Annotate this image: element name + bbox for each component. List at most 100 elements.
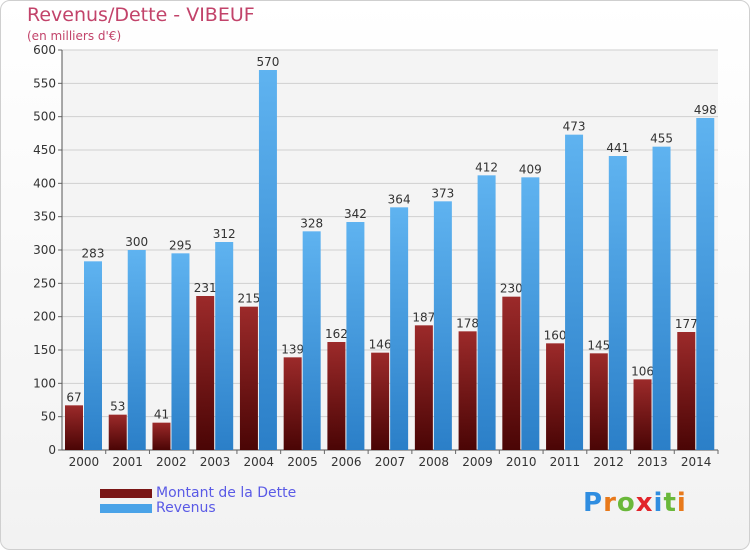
bar-debt: [283, 357, 302, 450]
data-label-debt: 139: [281, 342, 304, 356]
data-label-revenue: 498: [694, 103, 717, 117]
y-tick-label: 350: [33, 210, 56, 224]
data-label-debt: 145: [587, 338, 610, 352]
data-label-revenue: 328: [300, 216, 323, 230]
data-label-debt: 41: [154, 408, 169, 422]
bar-debt: [677, 332, 696, 450]
data-label-debt: 67: [66, 390, 81, 404]
x-tick-label: 2007: [375, 455, 406, 469]
x-tick-label: 2000: [69, 455, 100, 469]
bar-debt: [458, 331, 477, 450]
logo-letter: x: [635, 488, 654, 518]
legend-label-debt: Montant de la Dette: [156, 485, 297, 501]
data-label-revenue: 373: [431, 186, 454, 200]
data-label-debt: 178: [456, 316, 479, 330]
bar-revenue: [696, 118, 715, 450]
y-tick-label: 450: [33, 143, 56, 157]
legend-swatch-revenue: [100, 504, 152, 513]
y-tick-label: 100: [33, 376, 56, 390]
bar-debt: [152, 422, 171, 450]
logo-letter: r: [603, 488, 617, 518]
proxiti-logo: Proxiti: [583, 488, 687, 518]
bar-revenue: [477, 175, 496, 451]
bar-debt: [414, 325, 433, 450]
data-label-revenue: 455: [650, 132, 673, 146]
bar-revenue: [608, 156, 627, 450]
bar-debt: [502, 296, 521, 450]
y-tick-label: 500: [33, 110, 56, 124]
legend-swatch-debt: [100, 489, 152, 498]
x-tick-label: 2008: [418, 455, 449, 469]
data-label-debt: 187: [412, 310, 435, 324]
logo-letter: i: [653, 488, 664, 518]
x-tick-label: 2011: [550, 455, 581, 469]
data-label-debt: 160: [544, 328, 567, 342]
bar-debt: [371, 352, 390, 450]
chart-title: Revenus/Dette - VIBEUF: [27, 4, 255, 26]
data-label-revenue: 570: [256, 55, 279, 69]
bar-revenue: [390, 207, 409, 450]
data-label-revenue: 295: [169, 238, 192, 252]
logo-letter: P: [583, 488, 604, 518]
data-label-revenue: 300: [125, 235, 148, 249]
data-label-debt: 177: [675, 317, 698, 331]
chart-subtitle: (en milliers d'€): [27, 29, 122, 43]
bar-revenue: [652, 146, 671, 450]
y-tick-label: 300: [33, 243, 56, 257]
legend-label-revenue: Revenus: [156, 500, 216, 516]
bar-revenue: [302, 231, 321, 450]
data-label-debt: 231: [194, 281, 217, 295]
bar-debt: [633, 379, 652, 450]
x-tick-label: 2009: [462, 455, 493, 469]
y-tick-label: 250: [33, 276, 56, 290]
x-tick-label: 2012: [593, 455, 624, 469]
data-label-revenue: 409: [519, 162, 542, 176]
data-label-debt: 215: [237, 292, 260, 306]
x-tick-label: 2001: [112, 455, 143, 469]
bar-revenue: [127, 250, 146, 450]
y-tick-label: 600: [33, 43, 56, 57]
bar-debt: [589, 353, 608, 450]
data-label-revenue: 364: [388, 192, 411, 206]
data-label-revenue: 283: [82, 246, 105, 260]
logo-letter: t: [663, 488, 677, 518]
data-label-debt: 146: [369, 338, 392, 352]
bar-debt: [108, 414, 127, 450]
y-tick-label: 400: [33, 176, 56, 190]
x-tick-label: 2004: [244, 455, 275, 469]
bar-revenue: [565, 134, 584, 450]
x-tick-label: 2005: [287, 455, 318, 469]
bar-debt: [546, 343, 565, 450]
y-tick-label: 0: [48, 443, 56, 457]
x-tick-label: 2006: [331, 455, 362, 469]
x-tick-label: 2002: [156, 455, 187, 469]
x-tick-label: 2003: [200, 455, 231, 469]
data-label-debt: 106: [631, 364, 654, 378]
bar-revenue: [215, 242, 234, 450]
x-tick-label: 2010: [506, 455, 537, 469]
data-label-debt: 230: [500, 282, 523, 296]
bar-revenue: [171, 253, 190, 450]
y-tick-label: 50: [41, 410, 56, 424]
data-label-debt: 53: [110, 400, 125, 414]
x-tick-label: 2014: [681, 455, 712, 469]
data-label-revenue: 312: [213, 227, 236, 241]
bar-debt: [327, 342, 346, 450]
bar-revenue: [433, 201, 452, 450]
data-label-debt: 162: [325, 327, 348, 341]
logo-letter: i: [676, 488, 687, 518]
bar-debt: [196, 296, 215, 450]
y-tick-label: 150: [33, 343, 56, 357]
bar-revenue: [346, 222, 365, 450]
bar-revenue: [84, 261, 102, 450]
data-label-revenue: 473: [563, 120, 586, 134]
data-label-revenue: 441: [606, 141, 629, 155]
bar-revenue: [521, 177, 540, 451]
bar-revenue: [258, 70, 277, 450]
logo-letter: o: [616, 488, 636, 518]
bar-debt: [65, 405, 83, 450]
x-tick-label: 2013: [637, 455, 668, 469]
y-tick-label: 550: [33, 76, 56, 90]
data-label-revenue: 412: [475, 160, 498, 174]
